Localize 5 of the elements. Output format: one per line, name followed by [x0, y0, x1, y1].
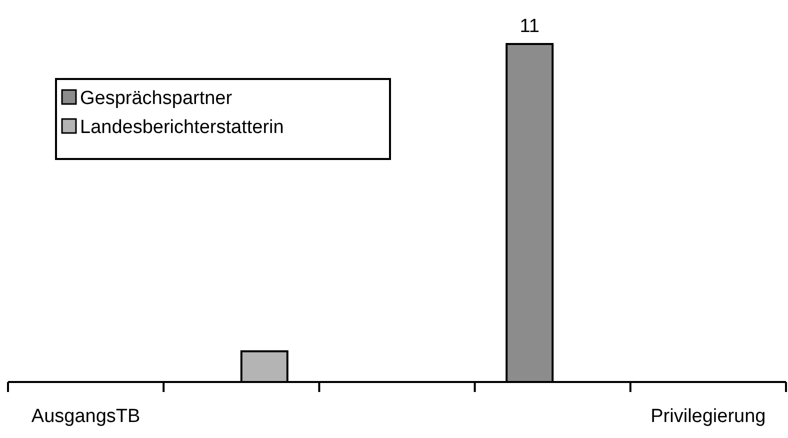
x-tick-label: AusgangsTB	[31, 406, 140, 427]
legend-label: Gesprächspartner	[80, 88, 233, 109]
x-tick-label: Privilegierung	[650, 406, 766, 427]
legend-label: Landesberichterstatterin	[80, 117, 284, 138]
data-label: 11	[520, 16, 540, 37]
